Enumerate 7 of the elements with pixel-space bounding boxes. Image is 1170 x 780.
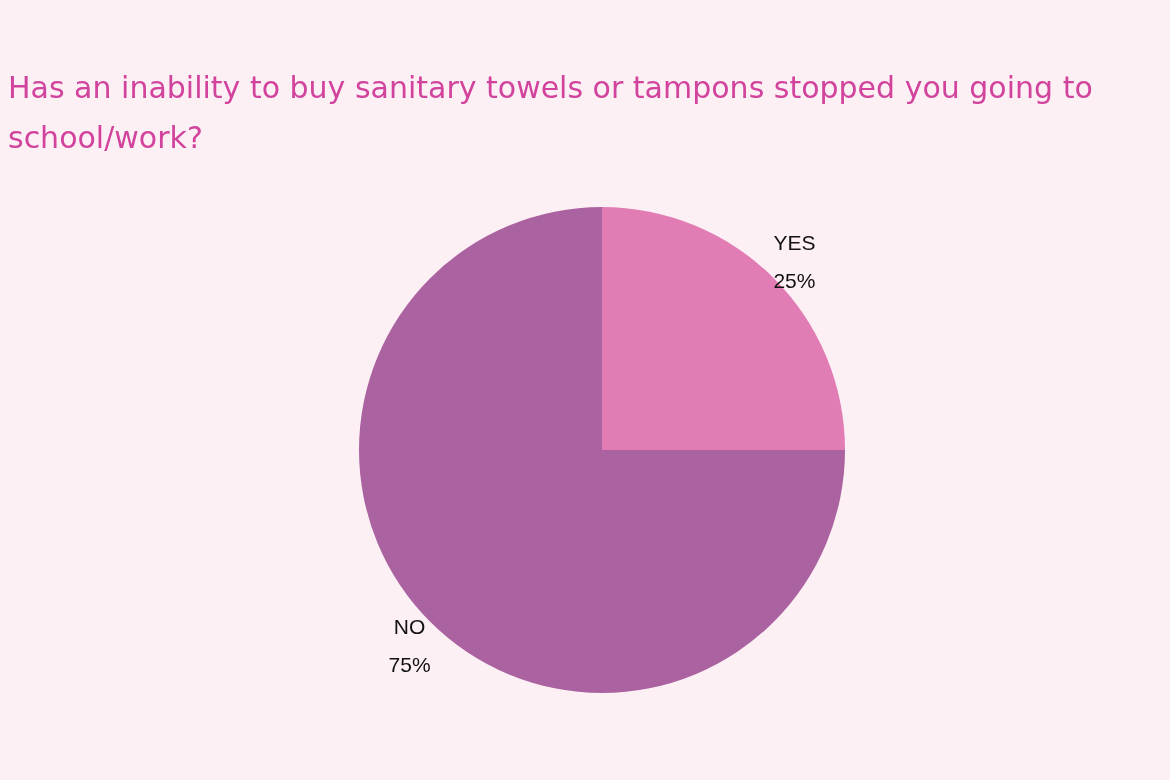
pie-slice <box>602 207 845 450</box>
data-label: 25% <box>773 268 816 292</box>
slice-label: NO <box>393 615 426 639</box>
pie-slice <box>359 207 845 693</box>
data-label: 75% <box>388 653 431 677</box>
slice-label: YES <box>773 230 816 254</box>
chart-title: Has an inability to buy sanitary towels or tampons stopped you going to school/work? <box>8 70 1093 155</box>
